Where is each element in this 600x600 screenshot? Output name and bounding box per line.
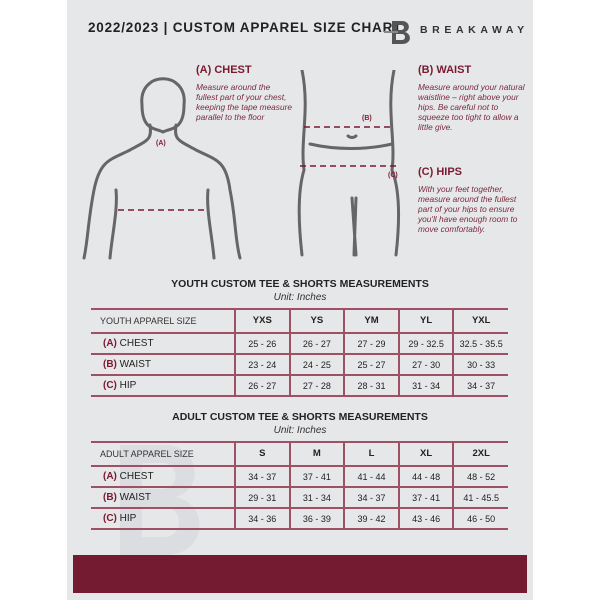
row-name: WAIST — [119, 491, 151, 503]
page-title: 2022/2023 | CUSTOM APPAREL SIZE CHART — [88, 20, 403, 35]
row-label: (B) WAIST — [91, 487, 235, 509]
table-cell: 27 - 28 — [288, 375, 345, 397]
table-cell: 44 - 48 — [397, 466, 454, 488]
footer-band — [73, 555, 527, 593]
table-cell: 36 - 39 — [288, 508, 345, 530]
row-letter: (B) — [103, 358, 117, 370]
upper-body-figure — [82, 77, 242, 260]
table-cell: 26 - 27 — [288, 333, 345, 355]
adult-unit: Unit: Inches — [273, 425, 327, 436]
row-letter: (A) — [103, 337, 117, 349]
row-letter: (A) — [103, 470, 117, 482]
table-row: (B) WAIST 23 - 24 24 - 25 25 - 27 27 - 3… — [91, 354, 508, 376]
column-header: YS — [288, 308, 345, 334]
youth-size-table: YOUTH APPAREL SIZE YXS YS YM YL YXL (A) … — [91, 308, 508, 397]
adult-section-title: ADULT CUSTOM TEE & SHORTS MEASUREMENTS — [172, 411, 428, 423]
column-header: YXL — [452, 308, 508, 334]
column-header: YM — [343, 308, 399, 334]
table-cell: 32.5 - 35.5 — [452, 333, 508, 355]
hips-description: With your feet together, measure around … — [418, 184, 518, 234]
table-cell: 30 - 33 — [452, 354, 508, 376]
row-name: HIP — [119, 379, 137, 391]
table-cell: 41 - 45.5 — [452, 487, 508, 509]
table-cell: 34 - 37 — [452, 375, 508, 397]
table-header-row: ADULT APPAREL SIZE S M L XL 2XL — [91, 441, 508, 467]
chest-marker: (A) — [156, 140, 166, 147]
table-cell: 48 - 52 — [452, 466, 508, 488]
table-cell: 27 - 29 — [343, 333, 399, 355]
chest-heading: (A) CHEST — [196, 64, 252, 76]
table-cell: 27 - 30 — [397, 354, 454, 376]
column-header: YOUTH APPAREL SIZE — [91, 308, 235, 334]
breakaway-logo-icon — [384, 21, 410, 44]
table-cell: 23 - 24 — [234, 354, 290, 376]
table-cell: 29 - 31 — [234, 487, 290, 509]
row-label: (C) HIP — [91, 508, 235, 530]
table-cell: 31 - 34 — [288, 487, 345, 509]
table-cell: 26 - 27 — [234, 375, 290, 397]
column-header: 2XL — [452, 441, 508, 467]
table-row: (A) CHEST 34 - 37 37 - 41 41 - 44 44 - 4… — [91, 466, 508, 488]
row-label: (B) WAIST — [91, 354, 235, 376]
table-row: (C) HIP 26 - 27 27 - 28 28 - 31 31 - 34 … — [91, 375, 508, 397]
waist-marker: (B) — [362, 115, 372, 122]
brand-name: BREAKAWAY — [420, 24, 529, 36]
column-header: M — [288, 441, 345, 467]
column-header: S — [234, 441, 290, 467]
row-label: (A) CHEST — [91, 333, 235, 355]
row-label: (C) HIP — [91, 375, 235, 397]
table-cell: 41 - 44 — [343, 466, 399, 488]
column-header: YL — [397, 308, 454, 334]
table-cell: 34 - 36 — [234, 508, 290, 530]
row-name: CHEST — [119, 337, 154, 349]
table-cell: 28 - 31 — [343, 375, 399, 397]
row-letter: (B) — [103, 491, 117, 503]
table-row: (B) WAIST 29 - 31 31 - 34 34 - 37 37 - 4… — [91, 487, 508, 509]
table-row: (C) HIP 34 - 36 36 - 39 39 - 42 43 - 46 … — [91, 508, 508, 530]
table-cell: 25 - 27 — [343, 354, 399, 376]
row-label: (A) CHEST — [91, 466, 235, 488]
table-cell: 43 - 46 — [397, 508, 454, 530]
waist-heading: (B) WAIST — [418, 64, 472, 76]
youth-unit: Unit: Inches — [273, 292, 327, 303]
table-cell: 37 - 41 — [288, 466, 345, 488]
column-header: YXS — [234, 308, 290, 334]
table-cell: 34 - 37 — [343, 487, 399, 509]
table-cell: 29 - 32.5 — [397, 333, 454, 355]
hips-marker: (C) — [388, 172, 398, 179]
row-letter: (C) — [103, 379, 117, 391]
table-cell: 34 - 37 — [234, 466, 290, 488]
table-cell: 39 - 42 — [343, 508, 399, 530]
table-cell: 31 - 34 — [397, 375, 454, 397]
row-letter: (C) — [103, 512, 117, 524]
row-name: HIP — [119, 512, 137, 524]
table-row: (A) CHEST 25 - 26 26 - 27 27 - 29 29 - 3… — [91, 333, 508, 355]
hips-heading: (C) HIPS — [418, 166, 462, 178]
table-header-row: YOUTH APPAREL SIZE YXS YS YM YL YXL — [91, 308, 508, 334]
waist-description: Measure around your natural waistline – … — [418, 82, 525, 132]
table-cell: 46 - 50 — [452, 508, 508, 530]
youth-section-title: YOUTH CUSTOM TEE & SHORTS MEASUREMENTS — [171, 278, 429, 290]
lower-body-figure — [297, 70, 401, 257]
row-name: WAIST — [119, 358, 151, 370]
column-header: ADULT APPAREL SIZE — [91, 441, 235, 467]
table-cell: 37 - 41 — [397, 487, 454, 509]
adult-size-table: ADULT APPAREL SIZE S M L XL 2XL (A) CHES… — [91, 441, 508, 530]
row-name: CHEST — [119, 470, 154, 482]
column-header: XL — [397, 441, 454, 467]
table-cell: 25 - 26 — [234, 333, 290, 355]
column-header: L — [343, 441, 399, 467]
chest-description: Measure around the fullest part of your … — [196, 82, 292, 122]
table-cell: 24 - 25 — [288, 354, 345, 376]
